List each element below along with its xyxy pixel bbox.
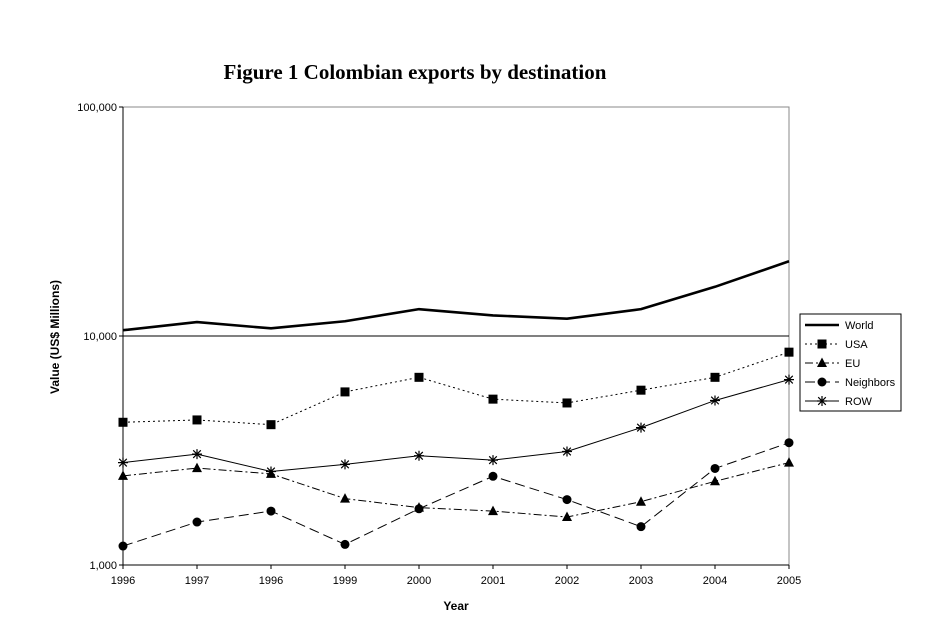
data-point-row — [266, 466, 276, 477]
data-point-usa — [636, 385, 646, 395]
data-point-neighbors — [488, 471, 498, 481]
data-point-usa — [488, 394, 498, 404]
y-tick-label: 100,000 — [77, 102, 117, 114]
x-tick-label: 1997 — [185, 575, 209, 587]
data-point-neighbors — [562, 495, 572, 505]
data-point-usa — [710, 372, 720, 382]
data-point-row — [488, 455, 498, 466]
data-point-row — [562, 446, 572, 457]
data-point-eu — [710, 475, 720, 486]
data-point-neighbors — [192, 517, 202, 527]
x-tick-label: 1996 — [259, 575, 283, 587]
legend-label-neighbors: Neighbors — [845, 377, 896, 389]
legend-marker-usa — [817, 339, 827, 349]
x-tick-label: 2003 — [629, 575, 653, 587]
series-row — [118, 374, 794, 477]
data-point-neighbors — [636, 522, 646, 532]
data-point-eu — [340, 493, 350, 503]
series-world — [122, 260, 790, 332]
x-tick-label: 2001 — [481, 575, 505, 587]
y-tick-label: 10,000 — [83, 331, 117, 343]
data-point-row — [118, 457, 128, 468]
series-line-usa — [122, 351, 790, 426]
series-line-neighbors — [122, 442, 790, 547]
data-point-usa — [414, 372, 424, 382]
series-usa — [118, 347, 794, 430]
x-ticks: 1996 1997 1996 1999 2000 2001 2002 2003 2004 2005 — [111, 565, 801, 587]
x-tick-label: 1996 — [111, 575, 135, 587]
x-axis-title: Year — [443, 599, 469, 613]
x-tick-label: 2000 — [407, 575, 431, 587]
legend-label-row: ROW — [845, 396, 873, 408]
data-point-usa — [118, 417, 128, 427]
data-point-usa — [340, 387, 350, 397]
y-ticks: 1,000 10,000 100,000 — [77, 102, 123, 572]
data-point-row — [784, 374, 794, 385]
data-point-usa — [562, 398, 572, 408]
legend-marker-neighbors — [817, 377, 827, 387]
legend: World USA EU Neighbors ROW — [799, 313, 902, 412]
data-point-eu — [118, 470, 128, 480]
data-point-eu — [192, 462, 202, 473]
data-point-eu — [562, 511, 572, 522]
legend-marker-row — [817, 396, 827, 406]
legend-label-world: World — [845, 320, 874, 332]
data-point-row — [636, 422, 646, 433]
data-point-row — [414, 450, 424, 461]
data-point-neighbors — [340, 539, 350, 549]
data-point-usa — [266, 420, 276, 430]
data-point-row — [340, 459, 350, 470]
chart-title: Figure 1 Colombian exports by destinatio… — [223, 60, 607, 84]
data-point-eu — [488, 505, 498, 516]
series-line-world — [122, 260, 790, 332]
data-point-neighbors — [266, 506, 276, 516]
y-tick-label: 1,000 — [89, 560, 117, 572]
series-line-eu — [122, 462, 790, 518]
series-neighbors — [118, 438, 794, 551]
x-tick-label: 2005 — [777, 575, 801, 587]
data-point-row — [710, 395, 720, 406]
data-point-eu — [636, 496, 646, 506]
legend-label-eu: EU — [845, 358, 860, 370]
data-point-usa — [192, 415, 202, 425]
y-axis-title: Value (US$ Millions) — [48, 280, 62, 394]
series-eu — [118, 457, 794, 522]
series-layer — [118, 260, 794, 551]
legend-marker-eu — [817, 357, 827, 367]
x-tick-label: 2002 — [555, 575, 579, 587]
series-line-row — [122, 379, 790, 473]
data-point-neighbors — [710, 463, 720, 473]
x-tick-label: 2004 — [703, 575, 727, 587]
data-point-usa — [784, 347, 794, 357]
x-tick-label: 1999 — [333, 575, 357, 587]
data-point-eu — [784, 457, 794, 467]
data-point-row — [192, 449, 202, 460]
data-point-neighbors — [414, 504, 424, 514]
legend-label-usa: USA — [845, 339, 868, 351]
data-point-neighbors — [784, 438, 794, 448]
data-point-neighbors — [118, 541, 128, 551]
